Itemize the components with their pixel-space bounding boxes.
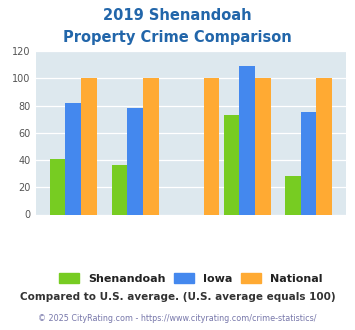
Bar — [301, 113, 316, 214]
Bar — [255, 79, 271, 214]
Text: Property Crime Comparison: Property Crime Comparison — [63, 30, 292, 45]
Bar — [65, 103, 81, 214]
Bar — [112, 166, 127, 214]
Legend: Shenandoah, Iowa, National: Shenandoah, Iowa, National — [56, 270, 326, 287]
Text: Compared to U.S. average. (U.S. average equals 100): Compared to U.S. average. (U.S. average … — [20, 292, 335, 302]
Bar — [204, 79, 219, 214]
Text: © 2025 CityRating.com - https://www.cityrating.com/crime-statistics/: © 2025 CityRating.com - https://www.city… — [38, 314, 317, 323]
Bar — [316, 79, 332, 214]
Bar — [81, 79, 97, 214]
Bar — [50, 159, 65, 214]
Bar — [239, 66, 255, 214]
Bar — [127, 108, 143, 214]
Bar — [285, 177, 301, 214]
Text: 2019 Shenandoah: 2019 Shenandoah — [103, 8, 252, 23]
Bar — [143, 79, 159, 214]
Bar — [224, 115, 239, 214]
